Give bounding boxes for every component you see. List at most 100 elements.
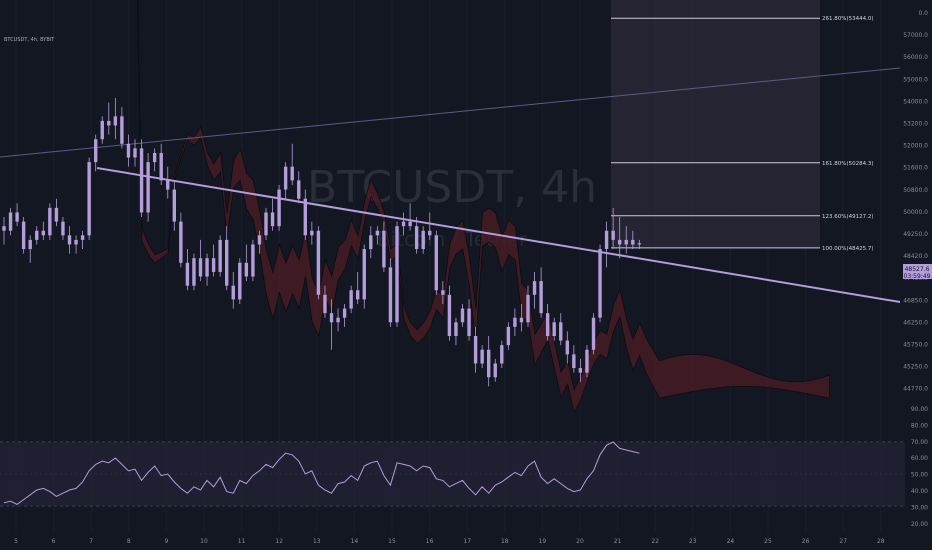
- candle-body: [559, 322, 563, 341]
- time-tick-label: 18: [501, 538, 509, 545]
- candle-body: [21, 221, 26, 250]
- current-price-value: 48527.6: [905, 266, 930, 273]
- candle-body: [526, 294, 530, 323]
- cloud-area: [136, 0, 830, 414]
- candle-body: [506, 326, 511, 346]
- candle-body: [192, 258, 196, 286]
- candle-body: [585, 349, 589, 373]
- candle-body: [166, 180, 170, 190]
- candle-body: [211, 258, 216, 272]
- candle-body: [28, 239, 32, 250]
- candle-body: [349, 290, 353, 309]
- time-tick-label: 23: [689, 538, 697, 545]
- time-axis[interactable]: 5 6 7 8 9 10 11 12 13 14 15 16 17 18 19 20 21 22 23 24 25 26 2…: [14, 538, 885, 545]
- candle-body: [316, 230, 321, 295]
- candle-body: [277, 189, 281, 227]
- time-tick-label: 6: [52, 538, 56, 545]
- candle-body: [631, 239, 635, 245]
- candle-body: [532, 281, 537, 295]
- candle-body: [395, 226, 399, 323]
- candle-body: [513, 317, 517, 327]
- price-tick-label: 49250.0: [903, 231, 928, 238]
- time-tick-label: 16: [426, 538, 434, 545]
- fib-extension[interactable]: 361.80%(56802.3)261.80%(53444.0)161.80%(…: [611, 0, 874, 252]
- candle-body: [120, 116, 124, 144]
- candle-body: [565, 340, 569, 355]
- current-price-countdown: 03:59:49: [904, 273, 931, 280]
- time-tick-label: 27: [839, 538, 847, 545]
- candle-body: [218, 239, 222, 272]
- candle-body: [8, 212, 13, 231]
- price-tick-label: 46850.0: [903, 297, 928, 304]
- watermark-symbol: BTCUSDT, 4h: [307, 162, 597, 213]
- candle-body: [251, 244, 255, 277]
- candle-body: [107, 120, 111, 126]
- candle-body: [310, 230, 314, 236]
- candle-body: [238, 262, 242, 300]
- descending-trendline[interactable]: [96, 167, 901, 303]
- candle-body: [35, 230, 39, 240]
- rsi-tick-label: 30.00: [911, 504, 928, 511]
- candle-body: [388, 267, 393, 323]
- candle-body: [225, 239, 229, 286]
- candle-body: [244, 262, 249, 277]
- candle-body: [493, 363, 497, 378]
- candle-body: [362, 249, 366, 300]
- candle-body: [637, 243, 642, 245]
- candle-body: [172, 189, 176, 222]
- time-tick-label: 7: [89, 538, 93, 545]
- candle-body: [369, 235, 373, 250]
- price-tick-label: 50800.0: [903, 187, 928, 194]
- fib-level-label: 261.80%(53444.0): [822, 16, 874, 22]
- price-tick-label: 57000.0: [903, 32, 928, 39]
- candle-body: [618, 239, 622, 245]
- rsi-line: [3, 441, 640, 505]
- candle-body: [539, 281, 543, 314]
- rsi-pane: [0, 441, 905, 507]
- rsi-tick-label: 60.00: [911, 455, 928, 462]
- time-tick-label: 21: [614, 538, 622, 545]
- candle-body: [428, 230, 432, 236]
- candle-body: [257, 235, 262, 245]
- candle-body: [441, 290, 445, 295]
- price-tick-label: 45250.0: [903, 364, 928, 371]
- time-tick-label: 12: [275, 538, 283, 545]
- time-tick-label: 11: [238, 538, 246, 545]
- time-tick-label: 9: [164, 538, 168, 545]
- candle-body: [126, 143, 131, 158]
- candle-body: [61, 221, 65, 236]
- candle-body: [323, 294, 327, 314]
- time-tick-label: 28: [877, 538, 885, 545]
- candle-body: [467, 308, 471, 337]
- candle-body: [2, 226, 6, 231]
- long-trendline[interactable]: [0, 67, 901, 158]
- time-tick-label: 17: [463, 538, 471, 545]
- candle-body: [604, 230, 609, 250]
- candle-body: [303, 198, 307, 236]
- fib-area: [611, 0, 820, 248]
- candle-body: [185, 262, 190, 286]
- price-tick-label: 45750.0: [903, 342, 928, 349]
- rsi-tick-label: 90.00: [911, 406, 928, 413]
- candle-body: [480, 349, 484, 364]
- time-tick-label: 19: [539, 538, 547, 545]
- price-tick-label: 50000.0: [903, 209, 928, 216]
- fib-level-label: 161.80%(50284.3): [822, 161, 874, 167]
- candle-body: [290, 166, 294, 181]
- candle-body: [578, 368, 583, 373]
- candle-body: [133, 148, 137, 158]
- rsi-tick-label: 40.00: [911, 488, 928, 495]
- candle-body: [473, 336, 478, 364]
- candle-body: [375, 230, 380, 236]
- time-tick-label: 10: [200, 538, 208, 545]
- candle-body: [329, 313, 334, 323]
- candle-body: [611, 230, 615, 240]
- candle-body: [519, 317, 524, 323]
- candle-body: [100, 120, 104, 140]
- time-tick-label: 5: [14, 538, 18, 545]
- candle-body: [336, 317, 340, 323]
- candle-body: [421, 230, 425, 250]
- rsi-tick-label: 80.00: [911, 422, 928, 429]
- current-price-tag: 48527.6 03:59:49: [903, 264, 932, 280]
